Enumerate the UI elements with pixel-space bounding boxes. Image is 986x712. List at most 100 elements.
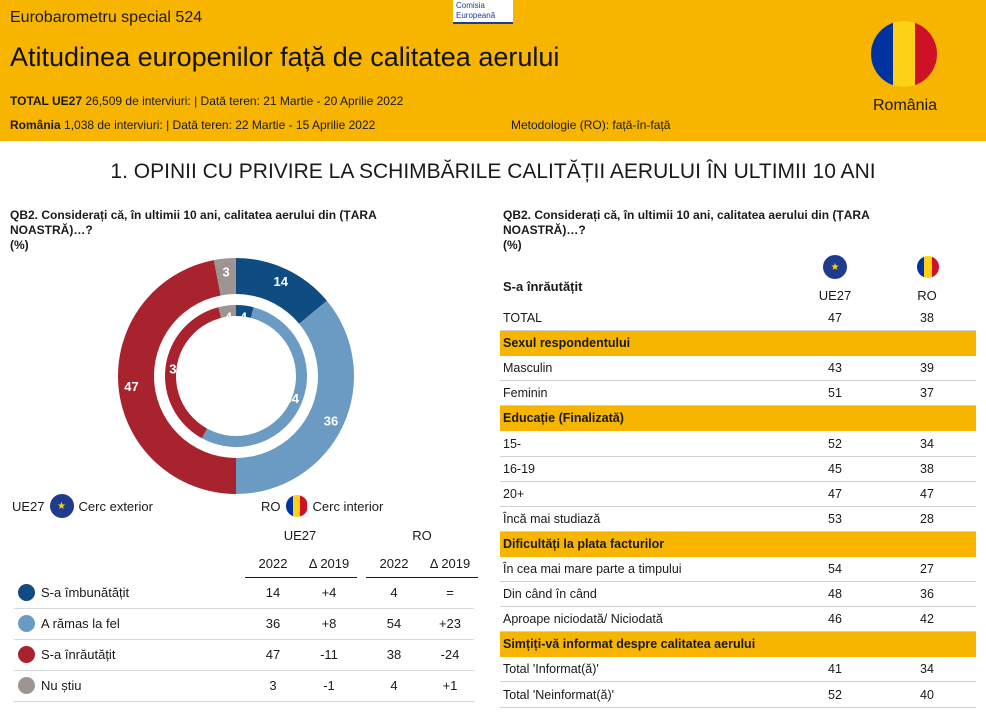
methodology-note: Metodologie (RO): față-în-față bbox=[511, 118, 671, 132]
eu-value: 52 bbox=[828, 687, 842, 702]
eu-value: 51 bbox=[828, 386, 842, 401]
ro-2022-value: 54 bbox=[386, 616, 402, 631]
eu-data-label: 3 bbox=[223, 264, 230, 279]
ro-delta-value: +1 bbox=[442, 678, 458, 693]
divider bbox=[366, 577, 478, 578]
ro-value: 27 bbox=[920, 562, 934, 576]
col-eu-year: 2022 bbox=[258, 556, 288, 571]
row-label: Dificultăți la plata facturilor bbox=[503, 536, 665, 551]
eu-delta-value: +4 bbox=[321, 585, 337, 600]
legend-swatch bbox=[18, 646, 35, 663]
row-label: Nu știu bbox=[41, 678, 82, 693]
eu-sample-info: TOTAL UE27 26,509 de interviuri: | Dată … bbox=[10, 94, 404, 108]
category-header: Simțiți-vă informat despre calitatea aer… bbox=[500, 632, 976, 658]
ro-value: 34 bbox=[920, 662, 934, 677]
eu-2022-value: 3 bbox=[269, 678, 277, 693]
row-label: Masculin bbox=[503, 361, 553, 376]
row-label: S-a înrăutățit bbox=[41, 647, 116, 662]
ro-value: 39 bbox=[920, 361, 934, 376]
row-label: Aproape niciodată/ Niciodată bbox=[503, 612, 663, 627]
ro-value: 37 bbox=[920, 386, 934, 401]
table-row: S-a îmbunătățit 14 +4 4 = bbox=[14, 578, 474, 609]
row-label: Total 'Neinformat(ă)' bbox=[503, 687, 615, 702]
eu-data-label: 36 bbox=[324, 414, 338, 429]
ro-value: 34 bbox=[920, 436, 934, 451]
table-row: Aproape niciodată/ Niciodată 46 42 bbox=[500, 607, 976, 633]
row-label: Sexul respondentului bbox=[503, 336, 631, 351]
row-label: Încă mai studiază bbox=[503, 511, 601, 526]
eu-flag-icon: ★ bbox=[49, 494, 74, 518]
eu-data-label: 14 bbox=[273, 274, 288, 289]
table-row: Total 'Neinformat(ă)' 52 40 bbox=[500, 683, 976, 708]
eu-2022-value: 14 bbox=[265, 585, 281, 600]
table-row: Masculin 43 39 bbox=[500, 356, 976, 382]
eu-delta-value: +8 bbox=[321, 616, 337, 631]
ro-value: 40 bbox=[920, 687, 934, 702]
ro-2022-value: 4 bbox=[390, 585, 398, 600]
ro-2022-value: 4 bbox=[390, 678, 398, 693]
row-label: Feminin bbox=[503, 386, 548, 401]
table-row: 16-19 45 38 bbox=[500, 457, 976, 482]
legend-swatch bbox=[18, 677, 35, 694]
table-row: TOTAL 47 38 bbox=[500, 306, 976, 331]
ro-value: 38 bbox=[920, 461, 934, 476]
table-row: Din când în când 48 36 bbox=[500, 582, 976, 608]
eu-value: 52 bbox=[828, 436, 842, 451]
legend-swatch bbox=[18, 615, 35, 632]
eu-value: 53 bbox=[828, 511, 842, 526]
eu-value: 41 bbox=[828, 662, 842, 677]
category-header: Dificultăți la plata facturilor bbox=[500, 531, 976, 557]
donut-hole bbox=[176, 316, 296, 436]
european-commission-logo: Comisia Europeană bbox=[453, 0, 513, 24]
eu-value: 46 bbox=[828, 612, 842, 627]
col-eu-delta: Δ 2019 bbox=[308, 556, 350, 571]
ro-data-label: 4 bbox=[225, 309, 233, 324]
table-row: 15- 52 34 bbox=[500, 432, 976, 457]
table-row: În cea mai mare parte a timpului 54 27 bbox=[500, 557, 976, 582]
table-row: S-a înrăutățit 47 -11 38 -24 bbox=[14, 640, 474, 671]
row-label: Educație (Finalizată) bbox=[503, 411, 624, 426]
table-group-eu: UE27 bbox=[283, 528, 317, 543]
col-ro: RO bbox=[917, 288, 937, 303]
row-label: A rămas la fel bbox=[41, 616, 120, 631]
ro-value: 38 bbox=[920, 311, 934, 325]
section-title: 1. OPINII CU PRIVIRE LA SCHIMBĂRILE CALI… bbox=[110, 160, 876, 183]
row-label: TOTAL bbox=[503, 311, 543, 325]
page-title: Atitudinea europenilor față de calitatea… bbox=[10, 42, 560, 72]
romania-flag-icon bbox=[871, 21, 937, 87]
eu-delta-value: -11 bbox=[320, 647, 338, 662]
left-question: QB2. Considerați că, în ultimii 10 ani, … bbox=[10, 208, 377, 252]
report-header: Eurobarometru special 524 Comisia Europe… bbox=[0, 0, 986, 141]
country-label: România bbox=[872, 97, 938, 114]
report-series: Eurobarometru special 524 bbox=[10, 9, 203, 26]
eu-2022-value: 47 bbox=[265, 647, 281, 662]
divider bbox=[245, 577, 357, 578]
table-row: Feminin 51 37 bbox=[500, 381, 976, 407]
eu-2022-value: 36 bbox=[265, 616, 281, 631]
ro-delta-value: +23 bbox=[438, 616, 462, 631]
romania-flag-icon bbox=[917, 256, 939, 278]
col-ro-year: 2022 bbox=[379, 556, 409, 571]
category-header: Educație (Finalizată) bbox=[500, 406, 976, 432]
eu-value: 48 bbox=[828, 587, 842, 602]
table-row: Încă mai studiază 53 28 bbox=[500, 507, 976, 532]
breakdown-title: S-a înrăutățit bbox=[503, 279, 583, 294]
romania-flag-icon bbox=[285, 495, 308, 517]
eu-value: 43 bbox=[828, 361, 842, 376]
eu-value: 47 bbox=[828, 311, 842, 325]
row-label: 20+ bbox=[503, 486, 525, 501]
row-label: 15- bbox=[503, 436, 522, 451]
eu-data-label: 47 bbox=[124, 379, 138, 394]
row-label: Simțiți-vă informat despre calitatea aer… bbox=[503, 637, 756, 652]
ro-data-label: 54 bbox=[285, 391, 300, 406]
row-label: S-a îmbunătățit bbox=[41, 585, 130, 600]
eu-value: 54 bbox=[828, 562, 842, 576]
ro-sample-info: România 1,038 de interviuri: | Dată tere… bbox=[10, 118, 376, 132]
ro-data-label: 4 bbox=[240, 309, 248, 324]
table-row: Total 'Informat(ă)' 41 34 bbox=[500, 657, 976, 683]
ro-data-label: 38 bbox=[169, 361, 183, 376]
table-row: Nu știu 3 -1 4 +1 bbox=[14, 671, 474, 702]
eu-value: 45 bbox=[828, 461, 842, 476]
col-ro-delta: Δ 2019 bbox=[429, 556, 471, 571]
donut-chart: 14 36 47 3 4 54 38 4 bbox=[118, 258, 354, 494]
